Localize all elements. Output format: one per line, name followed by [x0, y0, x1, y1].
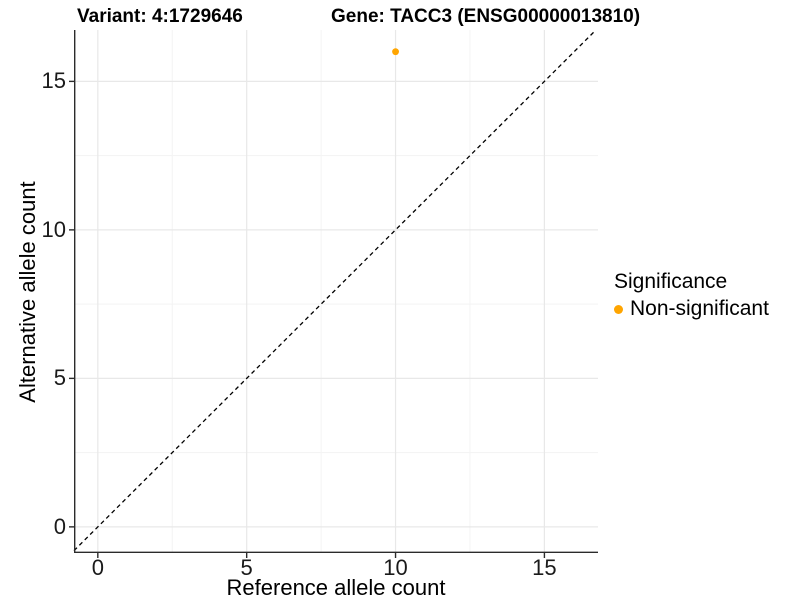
x-tick-label: 0 [91, 555, 104, 580]
y-axis-title: Alternative allele count [15, 181, 40, 403]
legend-item-non-significant: Non-significant [614, 298, 769, 320]
x-tick-label: 15 [532, 555, 557, 580]
legend: Significance Non-significant [614, 270, 769, 320]
y-tick-label: 15 [41, 68, 66, 94]
y-tick-label: 5 [53, 365, 66, 391]
y-tick-label: 10 [41, 216, 66, 242]
plot-panel [69, 29, 598, 558]
legend-point-icon [614, 304, 623, 314]
y-tick-label: 0 [53, 513, 66, 539]
legend-item-label: Non-significant [630, 297, 769, 320]
x-tick-label: 5 [240, 555, 253, 580]
plot-area-svg [69, 29, 598, 558]
x-axis-title: Reference allele count [226, 575, 446, 600]
plot-title-gene: Gene: TACC3 (ENSG00000013810) [331, 6, 641, 27]
x-tick-label: 10 [383, 555, 408, 580]
plot-title-variant: Variant: 4:1729646 [77, 6, 243, 27]
legend-title: Significance [614, 270, 728, 293]
scatter-point [392, 48, 399, 56]
identity-dashed-line [73, 29, 597, 552]
